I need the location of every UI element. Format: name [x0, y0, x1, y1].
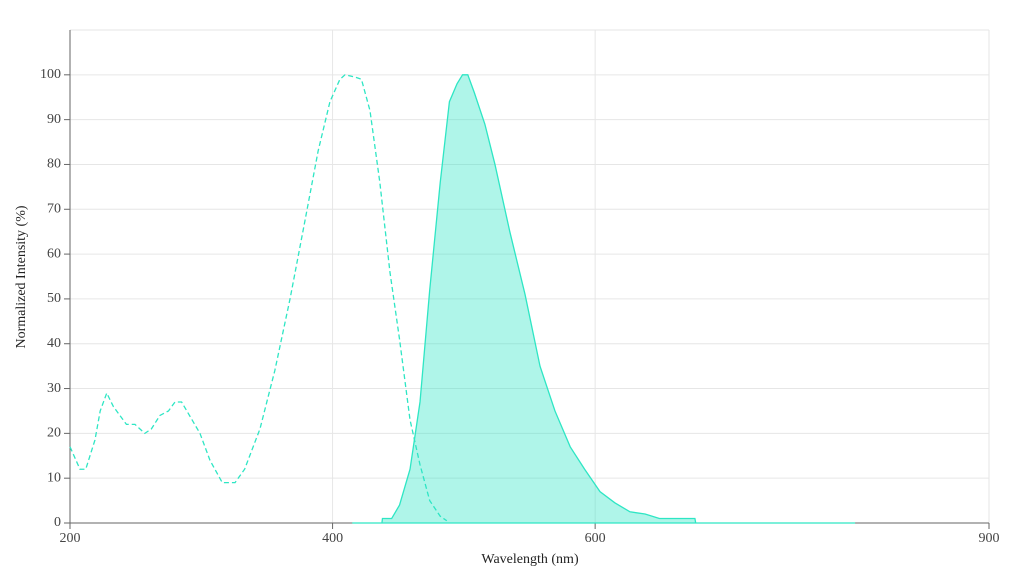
y-tick-label: 90: [47, 112, 61, 127]
y-tick-label: 100: [40, 67, 61, 82]
area-series: [352, 74, 856, 524]
y-axis-title: Normalized Intensity (%): [14, 205, 29, 348]
x-axis-title: Wavelength (nm): [481, 552, 579, 567]
y-tick-label: 50: [47, 291, 61, 306]
x-tick-label: 600: [585, 531, 606, 546]
y-tick-label: 70: [47, 201, 61, 216]
y-tick-label: 40: [47, 336, 61, 351]
y-tick-label: 10: [47, 470, 61, 485]
y-tick-label: 0: [54, 515, 61, 530]
x-tick-label: 400: [322, 531, 343, 546]
y-tick-label: 80: [47, 157, 61, 172]
x-tick-label: 900: [979, 531, 1000, 546]
y-tick-label: 60: [47, 246, 61, 261]
x-tick-label: 200: [60, 531, 81, 546]
line-series: [69, 74, 448, 522]
y-tick-label: 30: [47, 381, 61, 396]
y-tick-label: 20: [47, 426, 61, 441]
